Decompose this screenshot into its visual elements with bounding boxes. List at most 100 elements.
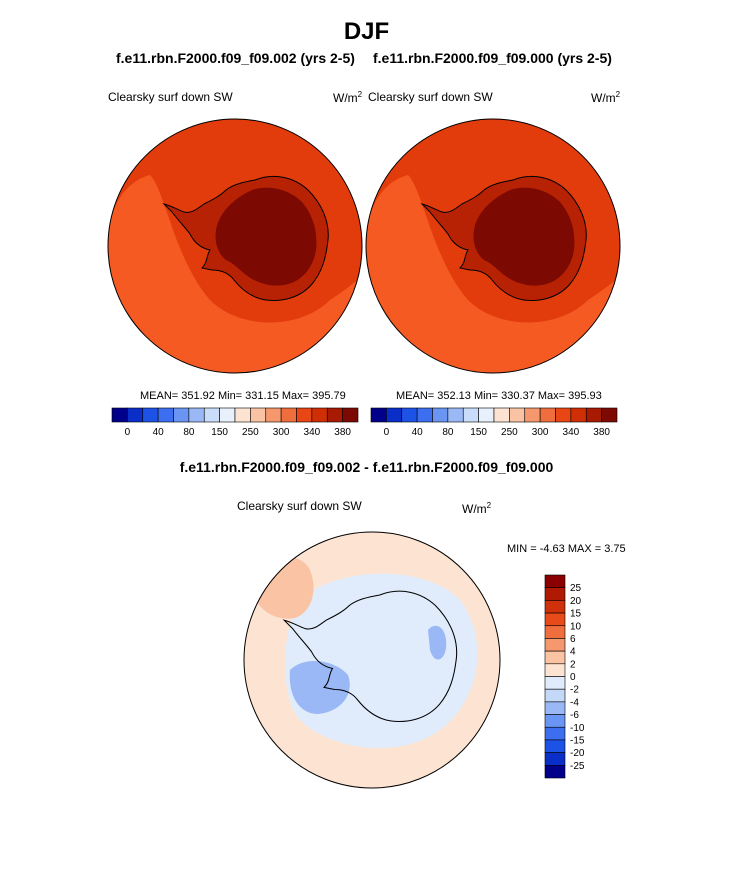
diff-colorbar-swatch-7 [544,663,566,677]
diff-colorbar-swatch-6 [544,650,566,665]
panel-2-colorbar-swatch-7 [478,407,495,423]
diff-colorbar-swatch-13 [544,739,566,753]
diff-colorbar-tick-11: -10 [570,723,585,734]
panel-1-colorbar-tick-3: 150 [211,427,228,438]
difference-title: f.e11.rbn.F2000.f09_f09.002 - f.e11.rbn.… [179,459,554,475]
panel-1-colorbar-swatch-12 [296,407,313,423]
diff-variable-label: Clearsky surf down SW [237,499,362,513]
panel-1-map [108,119,362,373]
panel-1-colorbar-swatch-10 [265,407,282,423]
panel-1-colorbar-tick-5: 300 [273,427,290,438]
diff-colorbar-swatch-8 [544,676,566,690]
panel-1-colorbar-swatch-11 [280,407,297,423]
panel-2-colorbar-swatch-15 [601,407,618,423]
panel-1-colorbar-swatch-8 [234,407,251,423]
diff-colorbar-tick-6: 2 [570,659,576,670]
panel-1-colorbar-tick-2: 80 [183,427,195,438]
panel-2-colorbar-swatch-2 [401,407,418,423]
panel-1-colorbar-swatch-1 [127,407,144,423]
panel-1-case-title: f.e11.rbn.F2000.f09_f09.002 (yrs 2-5) [116,50,355,66]
panel-2-colorbar-swatch-6 [462,407,479,423]
diff-colorbar-tick-5: 4 [570,647,576,658]
diff-colorbar-tick-1: 20 [570,596,582,607]
diff-colorbar-swatch-4 [544,625,566,639]
figure-title: DJF [343,18,390,45]
panel-2-colorbar-swatch-9 [509,407,526,423]
panel-2-colorbar-swatch-12 [555,407,572,423]
panel-2-colorbar-swatch-4 [432,407,449,423]
panel-1-colorbar-swatch-9 [250,407,267,423]
panel-1-units: W/m2 [333,90,363,105]
panel-1-colorbar-swatch-7 [219,407,236,423]
diff-colorbar-swatch-10 [544,701,566,715]
panel-1-colorbar-swatch-4 [173,407,190,423]
panel-2-colorbar-swatch-1 [386,407,403,423]
diff-colorbar-swatch-3 [544,612,566,627]
panel-2-colorbar-tick-2: 80 [442,427,454,438]
panel-1-stats: MEAN= 351.92 Min= 331.15 Max= 395.79 [140,390,346,402]
panel-2-colorbar-swatch-3 [416,407,433,423]
panel-1-colorbar-tick-7: 380 [334,427,351,438]
diff-colorbar-swatch-11 [544,714,566,728]
diff-colorbar-tick-13: -20 [570,748,585,759]
panel-2-colorbar-swatch-0 [370,407,387,423]
panel-1-colorbar-swatch-3 [157,407,174,423]
panel-2-colorbar-tick-3: 150 [470,427,487,438]
diff-map-border [243,531,501,789]
panel-2-map-border [365,118,621,374]
diff-colorbar-tick-14: -25 [570,761,585,772]
diff-colorbar-swatch-15 [544,765,566,779]
panel-2-colorbar: 0 40 80 150 250 300 340 380 [370,407,618,438]
panel-1-colorbar-tick-0: 0 [125,427,131,438]
panel-1-colorbar-swatch-0 [111,407,128,423]
panel-1-colorbar-tick-4: 250 [242,427,259,438]
panel-2-units: W/m2 [591,90,621,105]
diff-colorbar-tick-7: 0 [570,672,576,683]
panel-1-colorbar-swatch-13 [311,407,328,423]
panel-1-colorbar-swatch-14 [326,407,343,423]
diff-colorbar-tick-10: -6 [570,710,579,721]
panel-2-colorbar-swatch-11 [539,407,556,423]
panel-2-stats: MEAN= 352.13 Min= 330.37 Max= 395.93 [396,390,602,402]
panel-2-colorbar-tick-7: 380 [593,427,610,438]
panel-2-colorbar-swatch-10 [524,407,541,423]
panel-2-map [366,119,620,373]
panel-2-colorbar-swatch-13 [570,407,587,423]
panel-1-colorbar-swatch-5 [188,407,205,423]
diff-colorbar-swatch-2 [544,600,566,614]
panel-1-colorbar-swatch-6 [203,407,220,423]
panel-2-colorbar-tick-6: 340 [563,427,580,438]
panel-2-colorbar-swatch-5 [447,407,464,423]
panel-1-colorbar-swatch-2 [142,407,159,423]
panel-1-colorbar: 0 40 80 150 250 300 340 380 [111,407,359,438]
panel-1-colorbar-tick-1: 40 [153,427,165,438]
panel-2-colorbar-swatch-8 [493,407,510,423]
diff-colorbar-swatch-12 [544,726,566,741]
panel-2-colorbar-swatch-14 [585,407,602,423]
diff-colorbar-swatch-1 [544,587,566,601]
diff-units: W/m2 [462,501,492,516]
diff-min-max: MIN = -4.63 MAX = 3.75 [507,543,626,555]
diff-colorbar-tick-12: -15 [570,735,585,746]
diff-colorbar-tick-8: -2 [570,685,579,696]
panel-1-map-border [107,118,363,374]
panel-2-colorbar-tick-4: 250 [501,427,518,438]
diff-colorbar-swatch-5 [544,638,566,652]
diff-colorbar-swatch-0 [544,574,566,588]
diff-colorbar-swatch-14 [544,752,566,766]
panel-1-colorbar-tick-6: 340 [304,427,321,438]
panel-2-case-title: f.e11.rbn.F2000.f09_f09.000 (yrs 2-5) [373,50,612,66]
panel-2-colorbar-tick-0: 0 [384,427,390,438]
diff-colorbar-swatch-9 [544,688,566,703]
panel-2-colorbar-tick-1: 40 [412,427,424,438]
diff-map [244,532,500,788]
diff-colorbar-tick-4: 6 [570,634,576,645]
diff-colorbar-tick-0: 25 [570,583,582,594]
diff-colorbar-tick-3: 10 [570,621,582,632]
diff-colorbar-tick-9: -4 [570,697,579,708]
panel-1-variable-label: Clearsky surf down SW [108,90,233,104]
panel-1-colorbar-swatch-15 [342,407,359,423]
panel-2-colorbar-tick-5: 300 [532,427,549,438]
